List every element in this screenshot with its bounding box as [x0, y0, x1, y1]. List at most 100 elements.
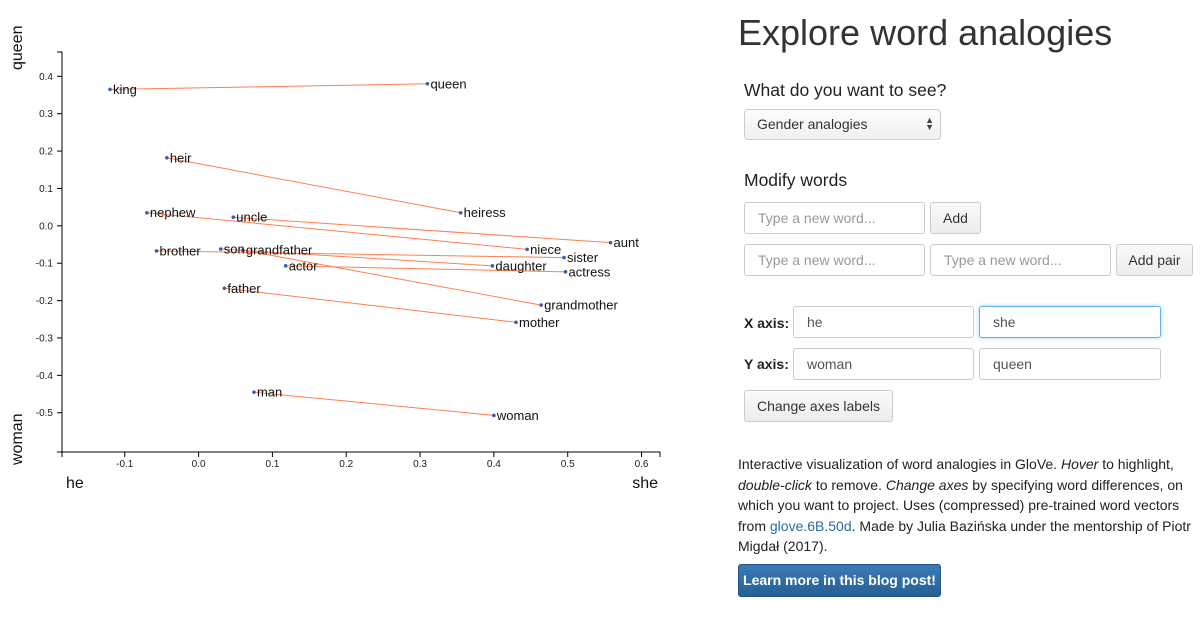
word-label-brother[interactable]: brother	[159, 243, 201, 258]
y-axis-top-label: queen	[9, 26, 26, 71]
word-point-daughter[interactable]	[490, 264, 495, 268]
pair-word-input-2[interactable]: Type a new word...	[930, 244, 1111, 276]
word-label-heir[interactable]: heir	[170, 150, 192, 165]
word-point-queen[interactable]	[425, 81, 430, 86]
desc-double-click: double-click	[738, 476, 812, 493]
word-analogy-plot[interactable]: 0.4 0.3 0.2 0.1 0.0 -0.1 -0.2 -0.3 -0.4 -0.5 -0.1 0…	[0, 0, 700, 500]
desc-hover: Hover	[1060, 456, 1099, 472]
add-pair-button[interactable]: Add pair	[1116, 244, 1193, 276]
word-point-aunt[interactable]	[608, 240, 613, 245]
what-heading: What do you want to see?	[744, 80, 947, 100]
desc-text-4: by specifying word differences, on which…	[738, 476, 1183, 534]
page-title: Explore word analogies	[738, 12, 1113, 53]
x-tick-label: 0.2	[339, 459, 353, 470]
word-point-son[interactable]	[218, 247, 223, 251]
analogy-line-uncle-aunt[interactable]	[233, 216, 611, 244]
word-label-grandmother[interactable]: grandmother	[544, 298, 618, 313]
y-tick-label: 0.1	[39, 184, 53, 195]
analogy-line-nephew-niece[interactable]	[146, 212, 528, 250]
word-point-sister[interactable]	[562, 255, 566, 260]
word-point-father[interactable]	[222, 286, 227, 291]
desc-text-3: to remove.	[811, 476, 886, 493]
word-label-daughter[interactable]: daughter	[495, 258, 547, 273]
word-label-woman[interactable]: woman	[496, 408, 539, 423]
new-word-input[interactable]: Type a new word...	[744, 202, 925, 234]
y-tick-label: 0.3	[39, 109, 53, 120]
word-point-niece[interactable]	[525, 247, 529, 252]
word-label-aunt[interactable]: aunt	[614, 235, 640, 250]
y-axis-line	[57, 51, 63, 453]
analogy-line-king-queen[interactable]	[109, 83, 428, 90]
analogy-line-man-woman[interactable]	[253, 391, 494, 416]
y-tick-label: -0.1	[36, 259, 54, 270]
x-tick-label: 0.3	[413, 459, 427, 470]
word-point-uncle[interactable]	[231, 215, 236, 220]
change-axes-button[interactable]: Change axes labels	[744, 390, 893, 422]
control-panel: Explore word analogies What do you want …	[738, 0, 1193, 630]
desc-change-axes: Change axes	[885, 476, 969, 493]
y-tick-label: -0.4	[36, 371, 54, 382]
word-label-queen[interactable]: queen	[430, 76, 466, 91]
word-label-man[interactable]: man	[257, 385, 282, 400]
y-tick-label: 0.0	[39, 221, 53, 232]
word-label-king[interactable]: king	[113, 82, 137, 97]
x-axis-to-input[interactable]: she	[979, 306, 1161, 338]
word-point-woman[interactable]	[492, 413, 496, 418]
desc-text-1: Interactive visualization of word analog…	[738, 456, 1061, 472]
word-point-heiress[interactable]	[458, 210, 463, 215]
y-tick-label: 0.2	[39, 147, 53, 158]
word-point-actor[interactable]	[283, 264, 288, 268]
select-arrows-icon: ▲ ▼	[925, 115, 934, 132]
x-axis-left-label: he	[66, 475, 84, 492]
desc-text-2: to highlight,	[1098, 456, 1174, 472]
x-tick-label: 0.6	[635, 459, 649, 470]
pair-word-input-1[interactable]: Type a new word...	[744, 244, 925, 276]
y-tick-label: -0.2	[36, 296, 54, 307]
word-label-grandfather[interactable]: grandfather	[246, 243, 313, 258]
word-point-king[interactable]	[108, 87, 112, 92]
analogy-line-brother-sister[interactable]	[156, 250, 565, 259]
y-axis-field-label: Y axis:	[744, 356, 789, 372]
word-point-mother[interactable]	[514, 320, 518, 325]
y-axis-to-input[interactable]: queen	[979, 348, 1161, 380]
add-word-button[interactable]: Add	[930, 202, 981, 234]
word-point-actress[interactable]	[563, 270, 568, 274]
analogy-line-grandfather-grandmother[interactable]	[242, 249, 542, 306]
analogy-line-son-daughter[interactable]	[220, 248, 493, 267]
word-label-nephew[interactable]: nephew	[150, 205, 196, 220]
word-label-uncle[interactable]: uncle	[236, 210, 267, 225]
x-axis-field-label: X axis:	[744, 315, 790, 331]
word-point-grandmother[interactable]	[539, 303, 543, 307]
word-label-heiress[interactable]: heiress	[464, 205, 506, 220]
word-point-grandfather[interactable]	[241, 248, 245, 252]
x-axis-right-label: she	[632, 475, 658, 492]
word-point-nephew[interactable]	[145, 210, 149, 215]
glove-link[interactable]: glove.6B.50d	[769, 517, 852, 534]
word-point-brother[interactable]	[154, 249, 159, 253]
word-label-son[interactable]: son	[224, 242, 245, 257]
word-point-man[interactable]	[252, 390, 256, 394]
x-axis-line	[61, 451, 661, 457]
word-label-father[interactable]: father	[227, 281, 261, 296]
word-label-actress[interactable]: actress	[569, 264, 611, 279]
analogy-select[interactable]: Gender analogies ▲ ▼	[744, 109, 941, 140]
word-label-sister[interactable]: sister	[567, 250, 599, 265]
word-label-mother[interactable]: mother	[519, 315, 560, 330]
y-tick-label: -0.5	[36, 408, 54, 419]
x-axis-from-input[interactable]: he	[793, 306, 974, 338]
analogy-line-heir-heiress[interactable]	[166, 157, 461, 214]
word-label-niece[interactable]: niece	[530, 242, 561, 257]
word-point-heir[interactable]	[165, 155, 169, 160]
blog-post-button[interactable]: Learn more in this blog post!	[738, 564, 941, 597]
word-label-actor[interactable]: actor	[289, 258, 319, 273]
y-tick-label: -0.3	[36, 333, 54, 344]
analogy-line-actor-actress[interactable]	[285, 265, 566, 273]
analogy-line-father-mother[interactable]	[224, 287, 517, 323]
x-tick-label: 0.4	[487, 459, 501, 470]
modify-heading: Modify words	[744, 170, 848, 190]
x-tick-label: -0.1	[116, 459, 134, 470]
x-tick-label: 0.5	[561, 459, 575, 470]
y-axis-from-input[interactable]: woman	[793, 348, 974, 380]
x-tick-label: 0.0	[192, 459, 206, 470]
desc-text-5: . Made by Julia Bazińska under the mento…	[738, 517, 1191, 555]
